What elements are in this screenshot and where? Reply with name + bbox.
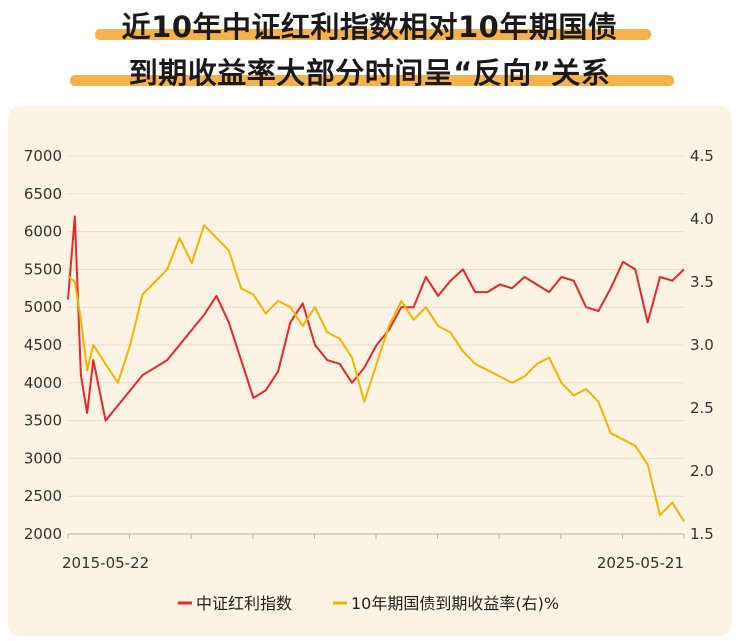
y-left-tick-label: 7000	[24, 147, 62, 165]
y-left-tick-label: 2000	[24, 525, 62, 543]
y-left-tick-label: 6500	[24, 185, 62, 203]
y-right-tick-label: 3.0	[690, 336, 714, 354]
chart-panel	[8, 106, 732, 636]
chart-title-line2: 到期收益率大部分时间呈“反向”关系	[128, 56, 611, 90]
title-highlight-2	[70, 75, 674, 86]
series-line-dividend-index	[67, 215, 685, 422]
y-left-tick-label: 6000	[24, 223, 62, 241]
legend-label-bond-yield: 10年期国债到期收益率(右)%	[351, 594, 559, 613]
y-left-tick-label: 4500	[24, 336, 62, 354]
y-right-tick-label: 4.5	[690, 147, 714, 165]
y-right-tick-label: 2.5	[690, 399, 714, 417]
title-block: 近10年中证红利指数相对10年期国债 到期收益率大部分时间呈“反向”关系	[0, 0, 739, 100]
y-right-tick-label: 4.0	[690, 210, 714, 228]
legend-label-dividend-index: 中证红利指数	[196, 594, 292, 613]
y-left-tick-label: 3000	[24, 449, 62, 467]
series-line-bond-yield	[67, 224, 685, 522]
y-left-tick-label: 3500	[24, 412, 62, 430]
y-right-tick-label: 2.0	[690, 462, 714, 480]
x-tick-label-end: 2025-05-21	[597, 554, 684, 572]
y-left-tick-label: 2500	[24, 487, 62, 505]
y-right-tick-label: 3.5	[690, 273, 714, 291]
y-left-tick-label: 4000	[24, 374, 62, 392]
y-left-tick-label: 5500	[24, 260, 62, 278]
y-right-tick-label: 1.5	[690, 525, 714, 543]
x-tick-label-start: 2015-05-22	[62, 554, 149, 572]
y-left-tick-label: 5000	[24, 298, 62, 316]
title-highlight-1	[95, 29, 651, 40]
chart-title-line1: 近10年中证红利指数相对10年期国债	[121, 10, 618, 44]
